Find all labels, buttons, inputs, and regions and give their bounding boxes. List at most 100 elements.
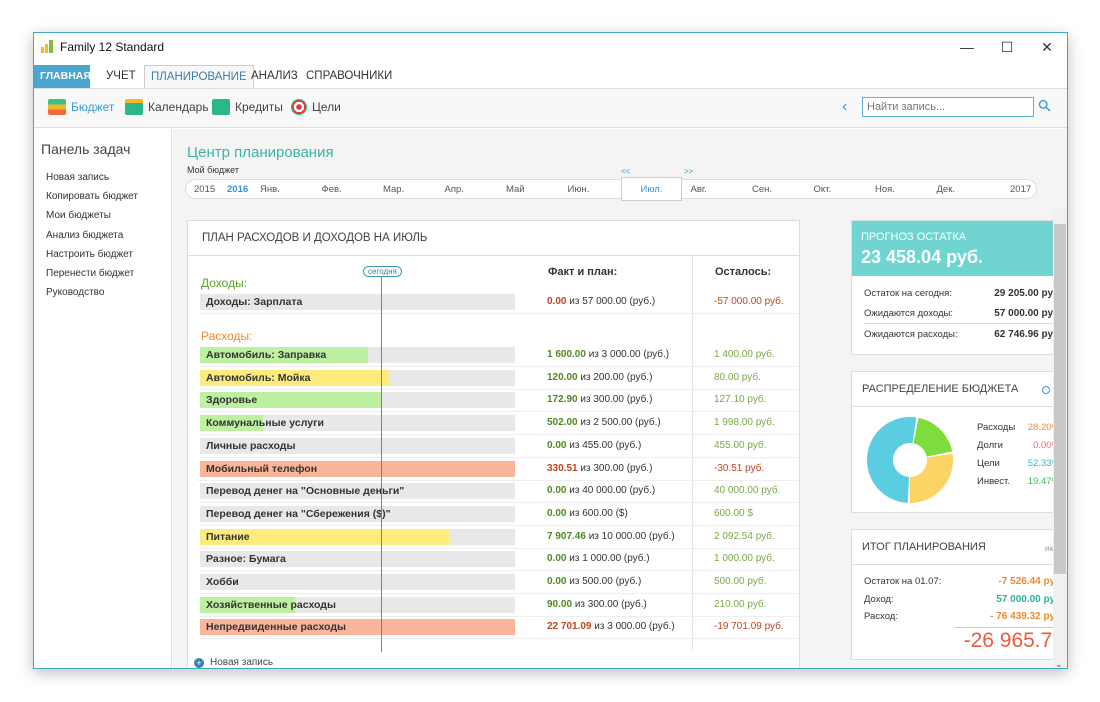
row-fact-value: 1 600.00: [547, 349, 586, 360]
budget-label: Бюджет: [71, 100, 115, 114]
row-plan-value: из 1 000.00 (руб.): [569, 553, 650, 565]
row-rest: 127.10 руб.: [714, 394, 767, 406]
row-rest: 1 000.00 руб.: [714, 553, 775, 565]
donut-slice-0: [909, 453, 953, 503]
budget-row[interactable]: Автомобиль: Заправка 1 600.00 из 3 000.0…: [198, 344, 799, 367]
close-button[interactable]: ✕: [1041, 39, 1053, 55]
expected-income-value: 57 000.00 руб.: [994, 308, 1062, 319]
year-current[interactable]: 2016: [227, 184, 249, 195]
month-0[interactable]: Янв.: [260, 184, 280, 195]
month-8[interactable]: Сен.: [752, 184, 773, 195]
task-move-budget[interactable]: Перенести бюджет: [46, 268, 135, 279]
scrollbar[interactable]: ⌄: [1053, 208, 1067, 668]
month-10[interactable]: Ноя.: [875, 184, 895, 195]
row-fact: 0.00 из 40 000.00 (руб.): [547, 485, 655, 496]
next-months-button[interactable]: >>: [684, 167, 694, 176]
row-plan-value: из 57 000.00 (руб.): [569, 296, 656, 307]
row-fact: 0.00 из 500.00 (руб.): [547, 576, 641, 587]
title-bar: Family 12 Standard — ☐ ✕: [34, 33, 1067, 61]
calendar-icon: [125, 99, 143, 115]
expense-value: - 76 439.32 руб.: [990, 611, 1064, 622]
row-rest: 600.00 $: [714, 507, 753, 519]
task-my-budgets[interactable]: Мои бюджеты: [46, 210, 111, 221]
row-name: Перевод денег на "Основные деньги": [206, 485, 405, 498]
progress-bar: Личные расходы: [200, 437, 515, 454]
budget-row[interactable]: Автомобиль: Мойка 120.00 из 200.00 (руб.…: [198, 367, 799, 390]
fact-column-header: Факт и план:: [548, 266, 618, 278]
row-rest: -30.51 руб.: [714, 462, 765, 474]
task-new-entry[interactable]: Новая запись: [46, 172, 110, 183]
expense-section-label: Расходы:: [201, 329, 253, 343]
forecast-value: 23 458.04 руб.: [861, 247, 983, 267]
month-6[interactable]: Июл.: [621, 177, 682, 201]
month-11[interactable]: Дек.: [936, 184, 956, 195]
calendar-button[interactable]: Календарь: [125, 99, 209, 115]
budget-row[interactable]: Коммунальные услуги 502.00 из 2 500.00 (…: [198, 412, 799, 436]
target-icon: [291, 99, 307, 115]
prev-months-button[interactable]: <<: [621, 167, 631, 176]
task-analyze-budget[interactable]: Анализ бюджета: [46, 230, 124, 241]
budget-row[interactable]: Мобильный телефон 330.51 из 300.00 (руб.…: [198, 458, 799, 481]
search-input[interactable]: [862, 97, 1034, 117]
month-5[interactable]: Июн.: [567, 184, 590, 195]
row-fact-value: 22 701.09: [547, 621, 592, 633]
tab-references[interactable]: СПРАВОЧНИКИ: [306, 70, 393, 82]
month-3[interactable]: Апр.: [444, 184, 464, 195]
goals-button[interactable]: Цели: [291, 99, 341, 115]
month-2[interactable]: Мар.: [383, 184, 405, 195]
back-arrow-icon[interactable]: ‹: [842, 98, 848, 115]
new-entry-link[interactable]: Новая запись: [210, 657, 274, 668]
row-name: Хобби: [206, 576, 239, 588]
row-name: Личные расходы: [206, 439, 296, 452]
legend-value: 19.47%: [1027, 476, 1060, 487]
month-4[interactable]: Май: [506, 184, 525, 195]
row-plan-value: из 3 000.00 (руб.): [594, 621, 675, 633]
progress-fill: [200, 369, 389, 386]
budget-row[interactable]: Доходы: Зарплата 0.00 из 57 000.00 (руб.…: [198, 291, 799, 314]
row-fact-value: 0.00: [547, 553, 567, 565]
maximize-button[interactable]: ☐: [1000, 39, 1014, 55]
budget-row[interactable]: Перевод денег на "Сбережения ($)" 0.00 и…: [198, 503, 799, 526]
budget-row[interactable]: Хобби 0.00 из 500.00 (руб.) 500.00 руб.: [198, 571, 799, 594]
progress-fill: [200, 392, 382, 409]
row-rest: 500.00 руб.: [714, 576, 767, 587]
app-window: Family 12 Standard — ☐ ✕ ГЛАВНАЯ УЧЕТ ПЛ…: [33, 32, 1068, 669]
budget-row[interactable]: Личные расходы 0.00 из 455.00 (руб.) 455…: [198, 435, 799, 458]
search-icon[interactable]: ⚲: [1035, 96, 1056, 117]
budget-row[interactable]: Здоровье 172.90 из 300.00 (руб.) 127.10 …: [198, 389, 799, 413]
budget-row[interactable]: Непредвиденные расходы 22 701.09 из 3 00…: [198, 616, 799, 640]
budget-row[interactable]: Питание 7 907.46 из 10 000.00 (руб.) 2 0…: [198, 526, 799, 549]
row-name: Коммунальные услуги: [206, 417, 324, 430]
row-name: Доходы: Зарплата: [206, 296, 303, 308]
minimize-button[interactable]: —: [960, 39, 974, 55]
add-icon[interactable]: +: [194, 658, 204, 668]
row-fact: 172.90 из 300.00 (руб.): [547, 394, 652, 405]
month-1[interactable]: Фев.: [321, 184, 342, 195]
page-dot-active[interactable]: [1042, 386, 1050, 394]
progress-bar: Автомобиль: Заправка: [200, 347, 515, 363]
distribution-donut: [867, 417, 953, 503]
row-fact: 7 907.46 из 10 000.00 (руб.): [547, 531, 675, 542]
tab-main[interactable]: ГЛАВНАЯ: [34, 65, 91, 88]
budget-row[interactable]: Перевод денег на "Основные деньги" 0.00 …: [198, 480, 799, 504]
month-selector: 2015 2016 Янв. Фев. Мар. Апр. Май Июн. Июл. Авг…: [185, 177, 1037, 201]
tab-accounting[interactable]: УЧЕТ: [106, 70, 136, 82]
task-guide[interactable]: Руководство: [46, 287, 105, 298]
progress-fill: [200, 619, 515, 636]
budget-row[interactable]: Разное: Бумага 0.00 из 1 000.00 (руб.) 1…: [198, 548, 799, 572]
row-plan-value: из 200.00 (руб.): [580, 371, 653, 383]
task-configure-budget[interactable]: Настроить бюджет: [46, 249, 133, 260]
budget-stack-icon: [48, 99, 66, 115]
year-next[interactable]: 2017: [1010, 184, 1032, 195]
credits-button[interactable]: Кредиты: [212, 99, 283, 115]
tab-analysis[interactable]: АНАЛИЗ: [251, 70, 298, 82]
income-value: 57 000.00 руб.: [996, 594, 1064, 605]
tab-planning[interactable]: ПЛАНИРОВАНИЕ: [144, 65, 254, 88]
budget-row[interactable]: Хозяйственные расходы 90.00 из 300.00 (р…: [198, 594, 799, 617]
budget-button[interactable]: Бюджет: [48, 99, 114, 115]
year-prev[interactable]: 2015: [194, 184, 216, 195]
month-9[interactable]: Окт.: [813, 184, 832, 195]
task-copy-budget[interactable]: Копировать бюджет: [46, 191, 138, 202]
month-7[interactable]: Авг.: [690, 184, 707, 195]
row-name: Мобильный телефон: [206, 462, 318, 475]
